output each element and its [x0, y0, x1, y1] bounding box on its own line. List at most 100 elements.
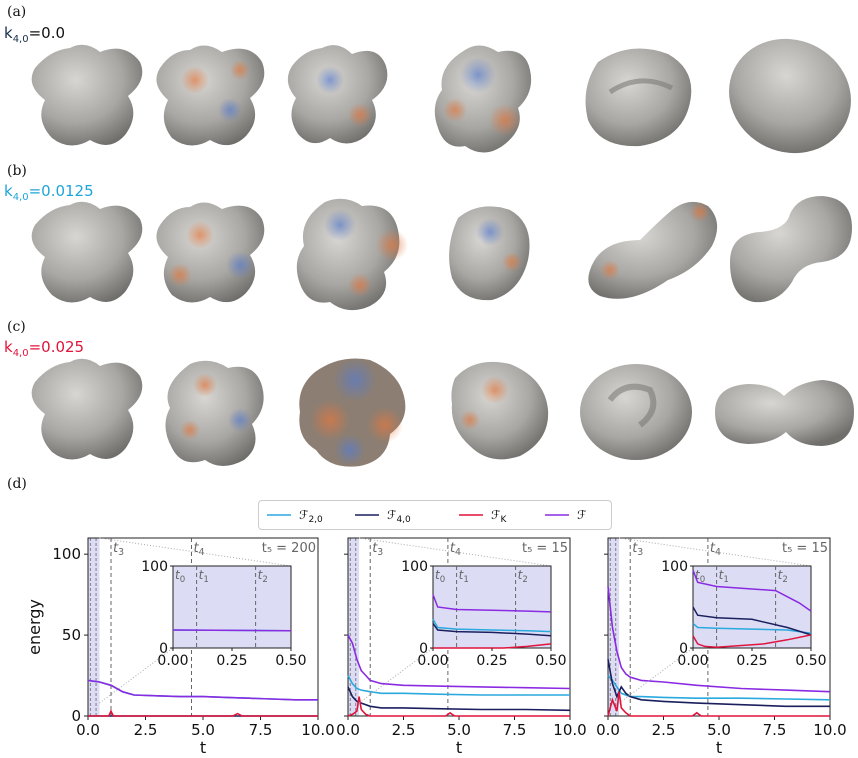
- x-tick-label: 10.0: [813, 721, 846, 739]
- k-label-b: k4,0=0.0125: [4, 182, 94, 203]
- panel-label-c: (c): [7, 319, 26, 335]
- inset-connector: [99, 537, 292, 567]
- inset-y-tick-label: 100: [141, 559, 168, 575]
- series-line-F20: [607, 674, 831, 701]
- inset-marker-label: t1: [199, 568, 209, 585]
- k-sub-c: 4,0: [12, 348, 29, 359]
- y-tick-label: 100: [52, 545, 81, 563]
- inset-connector: [99, 647, 174, 704]
- x-tick-label: 7.5: [763, 721, 787, 739]
- inset-y-tick-label: 100: [661, 559, 688, 575]
- x-tick-label: 10.0: [301, 721, 334, 739]
- series-line-F40: [347, 686, 571, 712]
- k-name-c: k: [4, 338, 13, 356]
- end-time-label: t₅ = 15: [782, 541, 828, 556]
- shape-b3: [296, 198, 408, 311]
- shape-a4: [434, 45, 532, 153]
- inset-connector: [618, 647, 694, 704]
- inset-1: t0 t1 t2 0.00 0.25 0.50 0 100: [141, 559, 306, 669]
- shape-a2: [156, 45, 265, 146]
- x-tick-label: 2.5: [134, 721, 158, 739]
- x-axis-label: t: [716, 738, 722, 757]
- panel-label-b: (b): [7, 163, 27, 179]
- inset-connector: [619, 537, 812, 567]
- x-tick-label: 2.5: [392, 721, 416, 739]
- shape-renderings: [31, 38, 854, 467]
- inset-series-F: [692, 569, 812, 612]
- k-name-a: k: [4, 24, 13, 42]
- inset-frame: [692, 565, 812, 649]
- inset-series-F40: [432, 622, 552, 637]
- inset-x-tick-label: 0.50: [275, 653, 306, 669]
- series-line-FK: [607, 691, 830, 717]
- inset-x-tick-label: 0.25: [216, 653, 247, 669]
- shape-c1: [31, 358, 143, 460]
- k-sub-b: 4,0: [12, 192, 29, 203]
- marker-label: t4: [194, 541, 205, 558]
- shape-a5: [585, 48, 692, 147]
- inset-marker-label: t0: [175, 568, 185, 585]
- inset-marker-label: t1: [459, 568, 469, 585]
- inset-x-tick-label: 0.25: [476, 653, 507, 669]
- y-tick-label: 50: [62, 626, 81, 644]
- inset-marker-label: t2: [258, 568, 268, 585]
- shape-b6: [730, 196, 852, 303]
- k-label-c: k4,0=0.025: [4, 338, 84, 359]
- chart-legend: ℱ2,0 ℱ4,0 ℱK ℱ: [258, 500, 612, 530]
- y-axis-label: energy: [25, 599, 44, 655]
- inset-marker-label: t0: [695, 568, 705, 585]
- x-tick-label: 5.0: [191, 721, 215, 739]
- marker-label: t4: [710, 541, 721, 558]
- series-line-F: [87, 679, 318, 701]
- legend-label: ℱK: [491, 508, 507, 525]
- shaded-region: [608, 538, 620, 716]
- shape-b5: [588, 201, 718, 299]
- x-tick-label: 7.5: [249, 721, 273, 739]
- inset-2: t0 t1 t2 0.00 0.25 0.50 0 100: [401, 559, 566, 669]
- series-line-F20: [347, 675, 570, 696]
- inset-y-tick-label: 100: [401, 559, 428, 575]
- inset-series-F: [172, 629, 292, 632]
- shape-b4: [449, 206, 530, 301]
- shaded-region: [88, 538, 100, 716]
- inset-frame: [432, 565, 552, 649]
- x-tick-label: 7.5: [503, 721, 527, 739]
- inset-frame: [172, 565, 292, 649]
- inset-y-tick-label: 0: [679, 641, 688, 657]
- inset-series-FK: [692, 634, 812, 648]
- panel-label-d: (d): [7, 476, 27, 492]
- end-time-label: t₅ = 200: [262, 541, 316, 556]
- inset-x-tick-label: 0.50: [535, 653, 566, 669]
- series-line-F: [607, 586, 831, 693]
- inset-3: t0 t1 t2 0.00 0.25 0.50 0 100: [661, 559, 826, 669]
- inset-y-tick-label: 0: [419, 641, 428, 657]
- end-time-label: t₅ = 15: [522, 541, 568, 556]
- inset-x-tick-label: 0.00: [157, 653, 188, 669]
- inset-series-FK: [433, 643, 552, 649]
- panel-label-a: (a): [7, 4, 27, 20]
- inset-y-tick-label: 0: [159, 641, 168, 657]
- marker-label: t3: [113, 541, 124, 558]
- series-line-F: [347, 634, 571, 690]
- inset-series-F: [432, 594, 552, 613]
- inset-x-tick-label: 0.50: [795, 653, 826, 669]
- x-tick-label: 5.0: [447, 721, 471, 739]
- legend-svg: ℱ2,0 ℱ4,0 ℱK ℱ: [267, 508, 587, 525]
- y-tick-label: 0: [71, 707, 81, 725]
- k-value-b: =0.0125: [28, 182, 94, 200]
- shape-c5: [580, 364, 692, 460]
- chart-2: t3 t4 t₅ = 15 0.0 2.5 5.0 7.5 10.0 t t0 t1 t2 0.00 0.…: [336, 537, 587, 757]
- legend-label: ℱ: [577, 508, 587, 522]
- x-axis-label: t: [200, 738, 206, 757]
- shape-c2: [165, 360, 264, 466]
- inset-x-tick-label: 0.00: [417, 653, 448, 669]
- shape-c3: [299, 358, 406, 467]
- shape-c6: [715, 380, 854, 446]
- x-tick-label: 10.0: [553, 721, 586, 739]
- inset-marker-label: t1: [719, 568, 729, 585]
- shape-a3: [287, 45, 388, 144]
- inset-connector: [358, 647, 434, 704]
- inset-marker-label: t0: [435, 568, 445, 585]
- series-line-F40: [607, 659, 830, 708]
- k-value-c: =0.025: [28, 338, 85, 356]
